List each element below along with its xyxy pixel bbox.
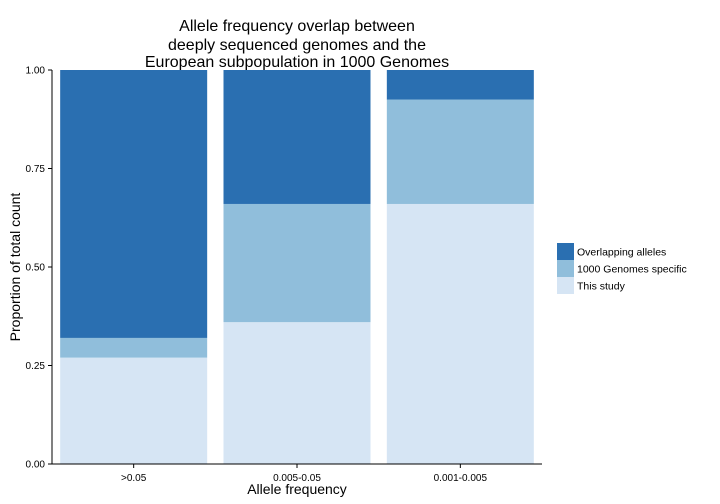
bars-layer [60,70,534,464]
y-tick-label: 0.75 [26,164,46,175]
bar-1000-genomes-specific-1 [223,203,371,323]
legend-swatch-overlapping-alleles [557,243,574,260]
y-tick-label: 0.50 [26,263,46,274]
bar-1000-genomes-specific-2 [386,99,534,204]
y-tick-label: 1.00 [26,66,46,77]
legend-label-1000-genomes-specific: 1000 Genomes specific [577,264,687,276]
bar-this-study-0 [60,357,208,464]
legend-label-overlapping-alleles: Overlapping alleles [577,247,666,259]
bar-overlapping-alleles-0 [60,70,208,338]
legend-swatch-this-study [557,277,574,294]
x-ticks: >0.05 0.005-0.05 0.001-0.005 [121,464,487,484]
y-tick-label: 0.00 [26,460,46,471]
bar-overlapping-alleles-2 [386,70,534,100]
chart-title-line-1: Allele frequency overlap between [179,18,415,35]
x-tick-label: 0.005-0.05 [273,473,321,484]
legend-swatch-1000-genomes-specific [557,260,574,277]
chart-title: Allele frequency overlap between deeply … [145,18,449,71]
y-axis-title: Proportion of total count [7,193,23,342]
y-tick-label: 0.25 [26,361,46,372]
chart-title-line-3: European subpopulation in 1000 Genomes [145,54,449,71]
x-axis-title: Allele frequency [247,481,347,497]
bar-this-study-2 [386,203,534,464]
bar-this-study-1 [223,322,371,464]
chart-title-line-2: deeply sequenced genomes and the [168,37,426,54]
bar-overlapping-alleles-1 [223,70,371,204]
x-tick-label: 0.001-0.005 [434,473,488,484]
legend-label-this-study: This study [577,281,626,293]
x-tick-label: >0.05 [121,473,147,484]
y-ticks: 0.00 0.25 0.50 0.75 1.00 [26,66,52,471]
legend: Overlapping alleles 1000 Genomes specific… [557,243,687,294]
bar-1000-genomes-specific-0 [60,337,208,358]
